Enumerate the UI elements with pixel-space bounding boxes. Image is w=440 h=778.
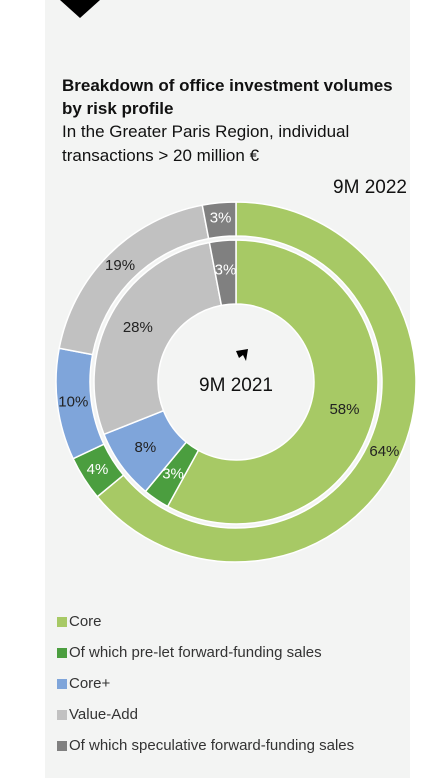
chart-title: Breakdown of office investment volumes b… xyxy=(62,76,393,118)
donut-segment xyxy=(166,239,379,525)
donut-segment xyxy=(208,239,237,307)
arrow-icon xyxy=(236,349,248,361)
value-label: 3% xyxy=(210,210,232,227)
legend-swatch xyxy=(57,741,67,751)
legend-swatch xyxy=(57,710,67,720)
value-label: 58% xyxy=(329,401,359,418)
legend-label: Core+ xyxy=(69,675,111,692)
value-label: 64% xyxy=(369,443,399,460)
chart-subtitle: In the Greater Paris Region, individual … xyxy=(62,122,350,165)
value-label: 10% xyxy=(58,394,88,411)
value-label: 3% xyxy=(215,261,237,278)
series-label: 9M 2021 xyxy=(199,375,273,396)
donut-segment xyxy=(201,201,237,240)
legend-label: Of which speculative forward-funding sal… xyxy=(69,737,354,754)
donut-segment xyxy=(96,201,417,563)
donut-segment xyxy=(93,241,223,436)
legend-label: Of which pre-let forward-funding sales xyxy=(69,644,322,661)
legend-swatch xyxy=(57,617,67,627)
value-label: 4% xyxy=(87,461,109,478)
header-triangle xyxy=(60,0,100,18)
legend-swatch xyxy=(57,648,67,658)
legend-label: Core xyxy=(69,613,102,630)
value-label: 8% xyxy=(135,439,157,456)
series-label: 9M 2022 xyxy=(333,177,407,198)
value-label: 28% xyxy=(123,319,153,336)
legend-label: Value-Add xyxy=(69,706,138,723)
legend-swatch xyxy=(57,679,67,689)
value-label: 19% xyxy=(105,257,135,274)
value-label: 3% xyxy=(162,466,184,483)
